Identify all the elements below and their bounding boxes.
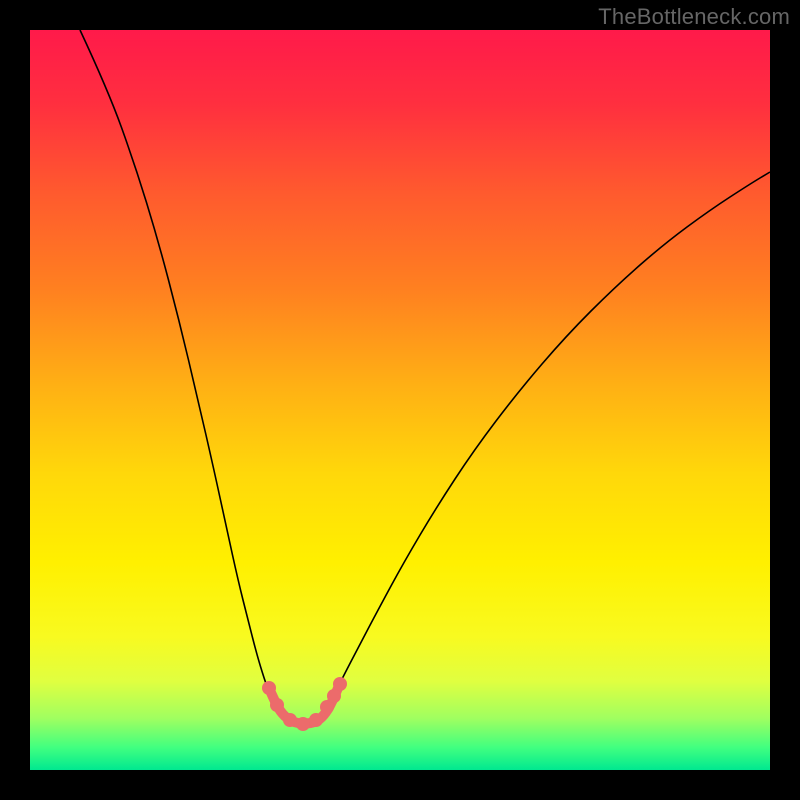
curve-dot [296, 717, 310, 731]
watermark-text: TheBottleneck.com [598, 4, 790, 30]
plot-area [30, 30, 770, 770]
curve-dot [309, 713, 323, 727]
curve-dot [283, 713, 297, 727]
chart-container: TheBottleneck.com [0, 0, 800, 800]
curve-dot [262, 681, 276, 695]
bottleneck-chart [0, 0, 800, 800]
curve-dot [333, 677, 347, 691]
curve-dot [327, 689, 341, 703]
curve-dot [270, 698, 284, 712]
